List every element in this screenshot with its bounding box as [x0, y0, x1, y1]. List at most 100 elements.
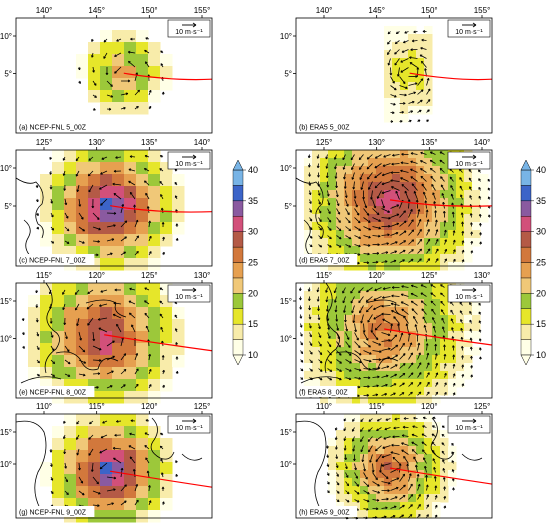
wind-vector-head — [435, 258, 439, 261]
wind-vector-head — [92, 205, 95, 209]
wind-speed-cell — [424, 395, 433, 404]
wind-vector — [374, 181, 382, 189]
wind-vector — [120, 251, 126, 256]
lon-tick-label: 120° — [88, 271, 105, 280]
wind-vector-head — [350, 158, 354, 161]
wind-vector-head — [355, 329, 358, 333]
wind-vector-head — [403, 101, 406, 104]
wind-speed-cell — [336, 446, 345, 455]
wind-vector-head — [470, 240, 473, 244]
wind-vector-head — [367, 385, 370, 387]
wind-vector-head — [410, 176, 413, 179]
wind-speed-cell — [124, 54, 137, 67]
wind-speed-cell — [100, 30, 113, 43]
wind-speed-cell — [360, 166, 369, 175]
wind-speed-cell — [124, 414, 137, 427]
wind-speed-cell — [112, 186, 125, 199]
wind-speed-cell — [112, 391, 125, 404]
wind-speed-cell — [416, 74, 425, 83]
wind-speed-cell — [100, 510, 113, 523]
wind-speed-cell — [304, 174, 313, 183]
wind-speed-cell — [52, 450, 65, 463]
wind-speed-cell — [408, 323, 417, 332]
wind-speed-cell — [384, 206, 393, 215]
wind-vector-head — [407, 199, 410, 202]
wind-speed-cell — [472, 323, 481, 332]
wind-vector — [363, 490, 370, 495]
wind-speed-cell — [448, 363, 457, 372]
wind-vector-head — [368, 440, 371, 442]
wind-vector — [419, 54, 427, 59]
wind-speed-cell — [328, 150, 337, 159]
wind-vector-head — [300, 307, 303, 310]
wind-vector-head — [88, 453, 92, 456]
wind-speed-cell — [424, 371, 433, 380]
wind-vector — [399, 494, 406, 500]
wind-speed-cell — [408, 371, 417, 380]
wind-speed-cell — [328, 158, 337, 167]
wind-speed-cell — [432, 387, 441, 396]
wind-vector — [78, 345, 86, 353]
wind-speed-cell — [424, 90, 433, 99]
wind-vector — [381, 190, 391, 194]
colorbar-segment — [232, 293, 244, 309]
wind-speed-cell — [76, 234, 89, 247]
wind-vector-head — [427, 372, 430, 375]
wind-vector-head — [50, 321, 53, 324]
wind-speed-cell — [448, 198, 457, 207]
wind-speed-cell — [376, 454, 385, 463]
wind-vector — [75, 170, 80, 177]
wind-vector — [363, 217, 371, 223]
wind-speed-cell — [40, 174, 53, 187]
wind-vector-head — [443, 363, 446, 366]
wind-vector-head — [398, 463, 401, 466]
wind-vector — [113, 302, 122, 305]
wind-vector — [417, 494, 421, 500]
wind-vector-head — [336, 319, 339, 322]
wind-vector-head — [360, 420, 363, 422]
wind-vector — [75, 303, 80, 311]
wind-vector-head — [360, 430, 363, 432]
wind-vector-head — [385, 506, 388, 509]
wind-vector-head — [352, 177, 355, 180]
lon-tick-label: 125° — [421, 271, 438, 280]
wind-speed-cell — [40, 283, 53, 296]
wind-speed-cell — [124, 450, 137, 463]
wind-vector-head — [320, 377, 323, 381]
wind-speed-cell — [100, 450, 113, 463]
coastline-path — [20, 282, 127, 384]
wind-speed-cell — [368, 510, 377, 519]
wind-speed-cell — [416, 395, 425, 404]
wind-vector — [390, 241, 398, 245]
wind-speed-cell — [320, 214, 329, 223]
wind-vector — [145, 193, 150, 200]
wind-speed-cell — [336, 182, 345, 191]
wind-vector-head — [359, 236, 362, 239]
wind-speed-cell — [400, 82, 409, 91]
wind-vectors — [307, 151, 491, 265]
wind-vector-head — [330, 245, 332, 248]
wind-speed-cell — [416, 387, 425, 396]
wind-vector — [410, 161, 418, 164]
wind-vector — [417, 484, 421, 491]
wind-vector-head — [129, 433, 132, 436]
wind-vector-head — [400, 332, 403, 335]
wind-vector-head — [64, 188, 67, 191]
wind-speed-cell — [312, 363, 321, 372]
panel-e: 115° 120° 125° 130°15°10°10 m·s⁻¹(e) NCEP-F… — [0, 271, 213, 404]
reference-arrow-head — [192, 22, 197, 28]
wind-vector-head — [337, 499, 340, 502]
wind-speed-cell — [368, 246, 377, 255]
wind-vector — [160, 194, 164, 200]
wind-vector-head — [111, 94, 114, 98]
wind-speed-cell — [100, 283, 113, 296]
wind-speed-cell — [328, 206, 337, 215]
wind-speed-cell — [148, 474, 161, 487]
wind-speed-cell — [384, 430, 393, 439]
wind-vector-head — [337, 465, 339, 468]
panel-label-bg — [297, 386, 358, 397]
wind-vector — [390, 250, 397, 254]
wind-speed-cell — [400, 34, 409, 43]
wind-speed-cell — [328, 331, 337, 340]
wind-vector-head — [418, 391, 421, 394]
